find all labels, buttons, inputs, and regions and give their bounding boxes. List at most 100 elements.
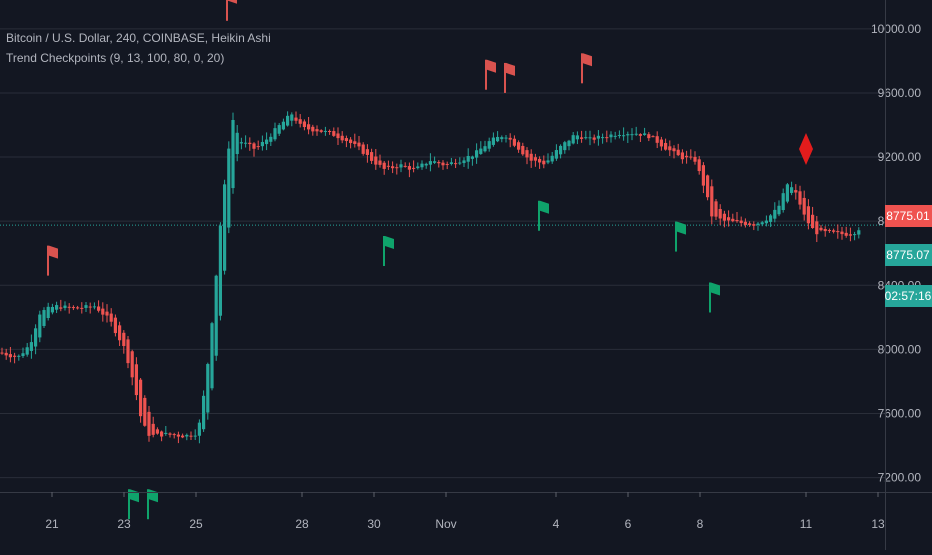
candle-body xyxy=(584,137,588,139)
candle-body xyxy=(269,136,273,142)
candle-body xyxy=(727,217,731,221)
sell-flag-marker xyxy=(485,59,496,90)
candle-body xyxy=(462,160,466,164)
candle-body xyxy=(71,307,75,309)
candle-body xyxy=(496,136,500,142)
candle-body xyxy=(160,431,164,437)
candle-body xyxy=(365,149,369,155)
candle-body xyxy=(685,155,689,158)
candle-body xyxy=(172,434,176,436)
candle-body xyxy=(559,145,563,155)
candle-body xyxy=(428,161,432,165)
candle-body xyxy=(273,128,277,140)
price-tick-label: 9600.00 xyxy=(878,86,922,100)
candle-body xyxy=(97,306,101,311)
symbol-legend[interactable]: Bitcoin / U.S. Dollar, 240, COINBASE, He… xyxy=(6,31,271,45)
time-axis[interactable]: 21 23 25 28 30 Nov 4 6 8 11 13 xyxy=(0,492,932,531)
flag-pole xyxy=(128,489,130,520)
candle-body xyxy=(416,166,420,169)
price-tick-label: 7600.00 xyxy=(878,406,922,420)
buy-flag-marker xyxy=(147,489,158,520)
candle-body xyxy=(630,134,634,136)
sell-flag-marker xyxy=(47,245,58,276)
candle-body xyxy=(500,137,504,140)
flag-pole xyxy=(226,0,228,21)
candle-body xyxy=(659,139,663,147)
candle-body xyxy=(126,339,130,364)
candle-body xyxy=(554,150,558,159)
candle-body xyxy=(399,164,403,168)
candle-body xyxy=(512,138,516,146)
candle-body xyxy=(491,137,495,145)
candle-body xyxy=(105,311,109,316)
candle-body xyxy=(622,135,626,137)
candle-body xyxy=(294,117,298,121)
buy-flag-marker xyxy=(675,221,686,252)
chart-legend[interactable]: Bitcoin / U.S. Dollar, 240, COINBASE, He… xyxy=(6,28,271,68)
candle-body xyxy=(664,142,668,150)
candle-body xyxy=(46,306,50,319)
signal-markers xyxy=(47,0,813,520)
candle-body xyxy=(806,206,810,224)
countdown-tag-bg xyxy=(885,285,932,307)
indicator-legend[interactable]: Trend Checkpoints (9, 13, 100, 80, 0, 20… xyxy=(6,51,225,65)
candle-body xyxy=(382,162,386,169)
candle-body xyxy=(235,132,239,155)
current-price-tag-bg xyxy=(885,244,932,266)
candle-body xyxy=(815,221,819,235)
candle-body xyxy=(487,141,491,149)
candle-body xyxy=(176,434,180,437)
candle-body xyxy=(336,133,340,139)
flag-pole xyxy=(538,200,540,231)
flag-cloth xyxy=(228,0,237,4)
price-axis[interactable]: 7200.007600.008000.008400.008800.009200.… xyxy=(871,0,921,550)
candle-body xyxy=(504,137,508,139)
time-tick-label: 30 xyxy=(367,517,381,531)
candle-body xyxy=(525,150,529,158)
candle-body xyxy=(17,355,21,357)
candle-body xyxy=(613,135,617,137)
candle-body xyxy=(403,165,407,167)
candle-body xyxy=(701,165,705,186)
time-tick-label: 8 xyxy=(697,517,704,531)
candle-body xyxy=(617,134,621,136)
candle-body xyxy=(210,323,214,389)
candle-body xyxy=(29,342,33,351)
candle-body xyxy=(626,134,630,136)
candle-body xyxy=(433,161,437,163)
candle-body xyxy=(546,160,550,163)
candle-body xyxy=(84,305,88,308)
candle-body xyxy=(605,137,609,139)
price-tick-label: 10000.00 xyxy=(871,22,921,36)
time-tick-label: 13 xyxy=(871,517,885,531)
time-tick-label: 21 xyxy=(45,517,59,531)
candle-body xyxy=(101,308,105,315)
candle-body xyxy=(823,228,827,232)
candle-body xyxy=(638,134,642,136)
candle-body xyxy=(580,137,584,139)
close-price-tag-bg xyxy=(885,205,932,227)
flag-pole xyxy=(709,282,711,313)
candle-body xyxy=(710,186,714,217)
candle-body xyxy=(164,432,168,435)
candle-body xyxy=(197,422,201,436)
candle-body xyxy=(252,143,256,149)
candle-body xyxy=(651,136,655,138)
candle-body xyxy=(437,162,441,164)
candle-body xyxy=(319,130,323,132)
candle-body xyxy=(668,146,672,151)
candle-body xyxy=(370,152,374,161)
candle-body xyxy=(588,137,592,139)
candle-body xyxy=(21,353,25,357)
candle-body xyxy=(466,155,470,162)
flag-pole xyxy=(485,59,487,90)
candle-body xyxy=(748,223,752,225)
flag-cloth xyxy=(540,200,549,214)
candle-body xyxy=(155,429,159,434)
candle-body xyxy=(4,352,8,356)
candle-body xyxy=(811,214,815,228)
candle-body xyxy=(391,166,395,169)
candle-body xyxy=(643,133,647,135)
